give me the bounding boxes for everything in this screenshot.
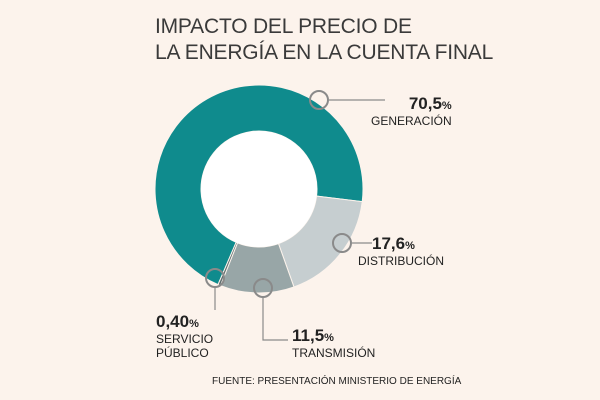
leader-lines (205, 90, 385, 341)
value-generacion: 70,5 (408, 94, 442, 113)
value-transmision: 11,5 (292, 326, 325, 345)
leader-marker-distribucion (332, 233, 352, 253)
chart-title-line-2: LA ENERGÍA EN LA CUENTA FINAL (155, 41, 494, 64)
label-transmision: 11,5% TRANSMISIÓN (292, 326, 375, 360)
category-transmision: TRANSMISIÓN (292, 346, 376, 360)
chart-title-line-1: IMPACTO DEL PRECIO DE (155, 15, 412, 38)
category-generacion: GENERACIÓN (371, 114, 452, 128)
chart-title: IMPACTO DEL PRECIO DE LA ENERGÍA EN LA C… (155, 14, 493, 66)
leader-marker-generacion (309, 90, 329, 110)
source-note: FUENTE: PRESENTACIÓN MINISTERIO DE ENERG… (212, 376, 462, 387)
category-distribucion: DISTRIBUCIÓN (358, 254, 445, 268)
leader-line-transmision (262, 298, 288, 341)
category-servicio-publico-line-2: PÚBLICO (156, 346, 209, 360)
value-servicio-publico: 0,40 (156, 312, 190, 331)
unit-distribucion: % (405, 240, 415, 252)
unit-generacion: % (441, 100, 452, 112)
leader-marker-servicio-publico (205, 268, 225, 288)
unit-transmision: % (324, 332, 334, 344)
value-distribucion: 17,6 (372, 234, 406, 253)
label-servicio-publico: 0,40% SERVICIO PÚBLICO (156, 312, 213, 360)
donut-slices (154, 84, 364, 294)
category-servicio-publico-line-1: SERVICIO (156, 332, 214, 346)
unit-servicio-publico: % (189, 318, 199, 330)
label-distribucion: 17,6% DISTRIBUCIÓN (358, 234, 444, 268)
donut-hole (201, 131, 317, 247)
label-generacion: 70,5% GENERACIÓN (371, 94, 452, 128)
leader-marker-transmision (253, 278, 273, 298)
